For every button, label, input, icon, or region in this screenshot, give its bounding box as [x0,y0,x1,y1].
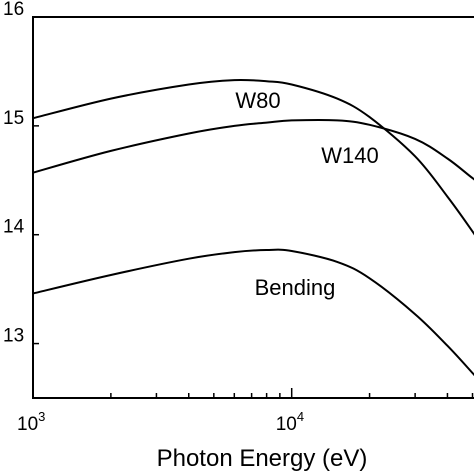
x-tick-label: 103 [17,409,45,435]
series-label-w140: W140 [321,143,378,168]
series-line-w140 [32,119,474,181]
x-tick-label: 104 [276,409,304,435]
y-tick-label: 13 [3,326,24,347]
series-line-w80 [32,78,474,236]
legend-labels: W80 W140 Bending [235,88,378,300]
x-axis-title: Photon Energy (eV) [157,445,368,472]
y-tick-label: 15 [3,108,24,129]
x-tick-label-base: 10 [17,414,38,435]
series-group [32,78,474,377]
x-tick-label-exponent: 3 [38,409,45,424]
x-axis: 103 104 [17,388,474,435]
series-label-bending: Bending [255,275,336,300]
plot-frame [32,16,474,399]
series-line-bending [32,248,474,377]
y-axis: 13 14 15 16 [3,0,39,347]
series-label-w80: W80 [235,88,280,113]
y-tick-label: 16 [3,0,24,20]
y-tick-label: 14 [3,217,25,238]
x-tick-label-exponent: 4 [297,409,304,424]
x-tick-label-base: 10 [276,414,297,435]
